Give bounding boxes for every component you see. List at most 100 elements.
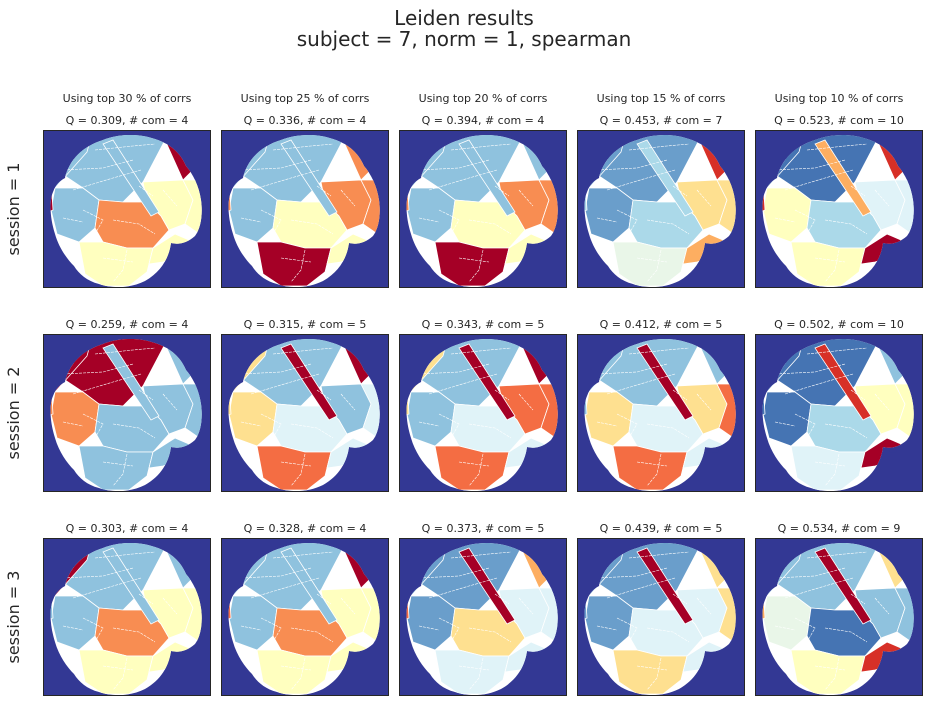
panel-heatmap — [755, 538, 923, 696]
parcel-boundary — [162, 393, 178, 411]
parcel-boundary — [696, 189, 712, 207]
community-region — [584, 595, 634, 651]
parcel-boundary — [240, 217, 262, 223]
parcel-boundary — [672, 389, 688, 401]
parcel-boundary — [240, 363, 312, 375]
parcel-boundary — [162, 597, 178, 615]
parcel-boundary — [672, 593, 688, 605]
row-label: session = 3 — [4, 570, 23, 664]
parcel-boundary — [646, 249, 662, 283]
community-region — [256, 649, 332, 695]
parcel-boundary — [596, 159, 668, 171]
parcel-boundary — [628, 551, 690, 559]
parcel-boundary — [418, 217, 440, 223]
parcel-boundary — [874, 597, 890, 615]
community-region — [762, 595, 812, 651]
community-region — [78, 445, 154, 491]
parcel-boundary — [162, 189, 178, 207]
community-region — [102, 139, 160, 217]
parcel-boundary — [518, 597, 534, 615]
panel-heatmap — [43, 538, 211, 696]
parcel-boundary — [636, 665, 668, 671]
community-region — [406, 187, 456, 243]
parcel-boundary — [94, 143, 156, 151]
ventricle-mark — [533, 449, 541, 453]
community-region — [406, 391, 456, 447]
community-region — [78, 649, 154, 695]
parcel-boundary — [606, 169, 676, 191]
parcel-boundary — [468, 657, 484, 691]
parcel-boundary — [428, 169, 498, 191]
parcel-boundary — [418, 567, 490, 579]
parcel-boundary — [814, 665, 846, 671]
leiden-panel — [43, 334, 211, 492]
panel-frame — [577, 334, 745, 492]
parcel-boundary — [628, 347, 690, 355]
panel-title: Q = 0.439, # com = 5 — [599, 522, 723, 535]
community-region — [50, 187, 100, 243]
parcel-boundary — [494, 593, 510, 605]
community-region — [790, 445, 866, 491]
parcel-boundary — [418, 421, 440, 427]
parcel-boundary — [72, 373, 142, 395]
leiden-panel — [399, 538, 567, 696]
parcel-boundary — [468, 423, 512, 439]
parcel-boundary — [824, 657, 840, 691]
leiden-panel — [43, 538, 211, 696]
community-region — [280, 139, 338, 217]
community-region — [78, 241, 154, 287]
panel-frame — [43, 130, 211, 288]
community-region — [434, 445, 510, 491]
panel-title: Q = 0.453, # com = 7 — [599, 114, 723, 127]
parcel-boundary — [280, 665, 312, 671]
parcel-boundary — [240, 567, 312, 579]
parcel-boundary — [824, 627, 868, 643]
parcel-boundary — [438, 209, 460, 235]
community-region — [762, 383, 766, 419]
panel-heatmap — [43, 334, 211, 492]
community-region — [584, 587, 588, 623]
parcel-boundary — [240, 159, 312, 171]
community-region — [814, 343, 872, 421]
panel-title: Q = 0.373, # com = 5 — [421, 522, 545, 535]
parcel-boundary — [280, 461, 312, 467]
parcel-boundary — [636, 257, 668, 263]
panel-title: Q = 0.303, # com = 4 — [65, 522, 189, 535]
panel-frame — [221, 334, 389, 492]
parcel-boundary — [774, 421, 796, 427]
parcel-boundary — [806, 551, 868, 559]
panel-frame — [577, 538, 745, 696]
community-region — [762, 587, 766, 623]
parcel-boundary — [94, 551, 156, 559]
panel-heatmap — [43, 130, 211, 288]
panel-title: Q = 0.259, # com = 4 — [65, 318, 189, 331]
parcel-boundary — [806, 347, 868, 355]
panel-title: Q = 0.336, # com = 4 — [243, 114, 367, 127]
community-region — [280, 343, 338, 421]
parcel-boundary — [468, 219, 512, 235]
parcel-boundary — [596, 567, 668, 579]
parcel-boundary — [138, 389, 154, 401]
ventricle-mark — [177, 245, 185, 249]
panel-title: Q = 0.343, # com = 5 — [421, 318, 545, 331]
parcel-boundary — [596, 625, 618, 631]
community-region — [50, 383, 54, 419]
parcel-boundary — [62, 625, 84, 631]
parcel-boundary — [468, 453, 484, 487]
parcel-boundary — [494, 185, 510, 197]
community-region — [458, 547, 516, 625]
panel-heatmap — [755, 334, 923, 492]
community-region — [762, 179, 766, 215]
parcel-boundary — [290, 219, 334, 235]
panel-frame — [43, 334, 211, 492]
parcel-boundary — [290, 657, 306, 691]
panel-title: Q = 0.502, # com = 10 — [774, 318, 904, 331]
community-region — [228, 391, 278, 447]
parcel-boundary — [112, 249, 128, 283]
parcel-boundary — [418, 159, 490, 171]
ventricle-mark — [533, 653, 541, 657]
community-region — [584, 383, 588, 419]
parcel-boundary — [646, 423, 690, 439]
community-region — [814, 547, 872, 625]
parcel-boundary — [646, 657, 662, 691]
